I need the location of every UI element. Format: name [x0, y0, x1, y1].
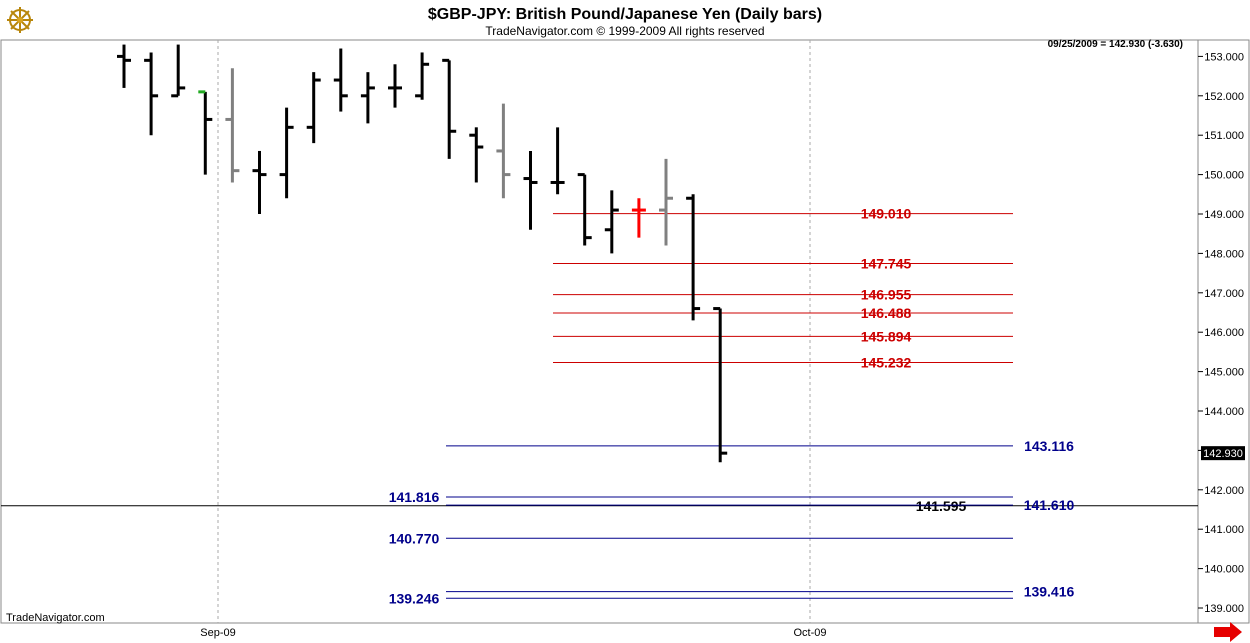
- last-value-label: 142.930: [1203, 448, 1243, 460]
- ohlc-bar: [659, 158, 673, 246]
- vertical-gridlines: [217, 40, 811, 623]
- ohlc-bar: [171, 44, 186, 98]
- y-axis-panel: [1197, 39, 1250, 624]
- last-value-info: 09/25/2009 = 142.930 (-3.630): [1048, 39, 1183, 50]
- right-arrow-icon[interactable]: [1214, 622, 1242, 642]
- level-label: 143.116: [1024, 438, 1074, 454]
- level-label: 147.745: [861, 255, 912, 271]
- ohlc-bar: [523, 150, 538, 230]
- y-tick-label: 144.000: [1204, 406, 1244, 418]
- ohlc-bar: [550, 127, 565, 195]
- horizontal-line-label: 141.595: [916, 498, 967, 514]
- level-label: 140.770: [389, 530, 440, 546]
- chart-title: $GBP-JPY: British Pound/Japanese Yen (Da…: [428, 6, 822, 23]
- ohlc-bar: [117, 44, 131, 88]
- level-label: 149.010: [861, 206, 912, 222]
- ohlc-bar: [415, 52, 430, 100]
- fibonacci-levels: 141.595 149.010 147.745 146.955 146.488 145.8…: [1, 206, 1198, 606]
- y-tick-label: 147.000: [1204, 288, 1244, 300]
- level-label: 146.955: [861, 287, 912, 303]
- ohlc-bar: [306, 72, 321, 144]
- ohlc-bar: [577, 173, 592, 246]
- y-axis-ticks: 153.000 152.000 151.000 150.000 149.000 148.0…: [1198, 51, 1245, 615]
- level-label: 139.416: [1024, 584, 1075, 600]
- ohlc-bar: [333, 48, 348, 112]
- y-tick-label: 150.000: [1204, 170, 1244, 182]
- navigator-ship-wheel-icon: [7, 7, 33, 33]
- ohlc-bar: [713, 307, 728, 463]
- y-tick-label: 149.000: [1204, 209, 1244, 221]
- level-label: 146.488: [861, 305, 912, 321]
- ohlc-bar: [631, 198, 646, 238]
- ohlc-bar: [469, 127, 484, 183]
- y-tick-label: 145.000: [1204, 367, 1244, 379]
- level-label: 145.894: [861, 328, 912, 344]
- brand-watermark: TradeNavigator.com: [6, 612, 105, 624]
- ohlc-bar: [144, 52, 159, 136]
- y-tick-label: 153.000: [1204, 51, 1244, 63]
- x-axis-ticks: Sep-09 Oct-09: [200, 627, 826, 639]
- y-tick-label: 140.000: [1204, 564, 1244, 576]
- ohlc-bar: [496, 103, 511, 199]
- plot-border: [0, 39, 1199, 624]
- price-bars: [117, 44, 728, 463]
- y-tick-label: 139.000: [1204, 603, 1244, 615]
- last-value-box: [1201, 446, 1245, 461]
- ohlc-bar: [686, 194, 701, 321]
- ohlc-bar: [360, 72, 375, 124]
- x-tick-label: Oct-09: [793, 627, 826, 639]
- y-tick-label: 141.000: [1204, 524, 1244, 536]
- ohlc-bar: [198, 90, 213, 175]
- y-tick-label: 146.000: [1204, 327, 1244, 339]
- level-label: 141.816: [389, 489, 440, 505]
- ohlc-bar: [252, 150, 267, 214]
- copyright-subtitle: TradeNavigator.com © 1999-2009 All right…: [485, 24, 764, 38]
- level-label: 139.246: [389, 590, 440, 606]
- level-label: 141.610: [1024, 497, 1075, 513]
- x-tick-label: Sep-09: [200, 627, 235, 639]
- level-label: 145.232: [861, 354, 912, 370]
- y-tick-label: 152.000: [1204, 91, 1244, 103]
- ohlc-bar: [442, 58, 457, 159]
- ohlc-bar: [225, 68, 240, 183]
- ohlc-bar: [388, 64, 402, 108]
- y-tick-label: 142.000: [1204, 485, 1244, 497]
- ohlc-bar: [604, 190, 619, 254]
- y-tick-label: 148.000: [1204, 248, 1244, 260]
- y-tick-label: 151.000: [1204, 130, 1244, 142]
- ohlc-bar: [279, 107, 294, 199]
